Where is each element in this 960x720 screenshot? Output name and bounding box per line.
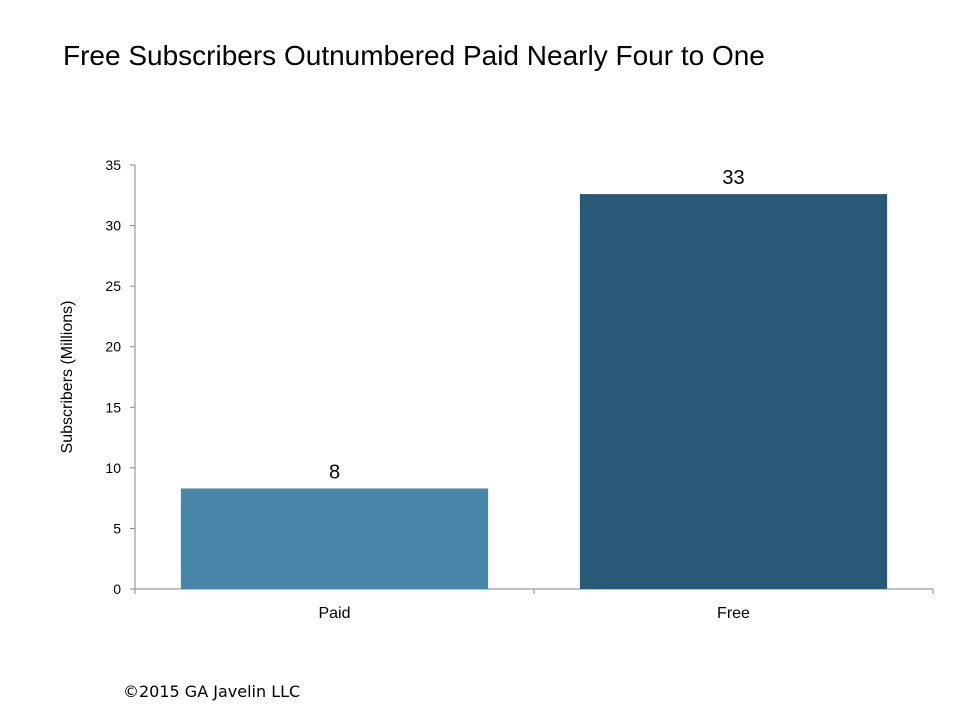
- bar-paid: [180, 488, 489, 589]
- y-tick-label: 5: [113, 520, 121, 536]
- y-tick-label: 35: [105, 157, 121, 173]
- y-tick-label: 10: [105, 460, 121, 476]
- y-tick-label: 25: [105, 278, 121, 294]
- x-category-label: Free: [717, 605, 750, 622]
- y-tick-label: 0: [113, 581, 121, 597]
- data-label: 8: [329, 461, 340, 483]
- y-tick-label: 15: [105, 399, 121, 415]
- y-tick-label: 20: [105, 339, 121, 355]
- copyright-footer: ©2015 GA Javelin LLC: [123, 682, 301, 701]
- bar-free: [579, 194, 888, 589]
- y-axis-title: Subscribers (Millions): [59, 301, 76, 454]
- data-label: 33: [722, 167, 744, 189]
- x-category-label: Paid: [318, 605, 350, 622]
- y-tick-label: 30: [105, 218, 121, 234]
- chart-title: Free Subscribers Outnumbered Paid Nearly…: [63, 40, 765, 71]
